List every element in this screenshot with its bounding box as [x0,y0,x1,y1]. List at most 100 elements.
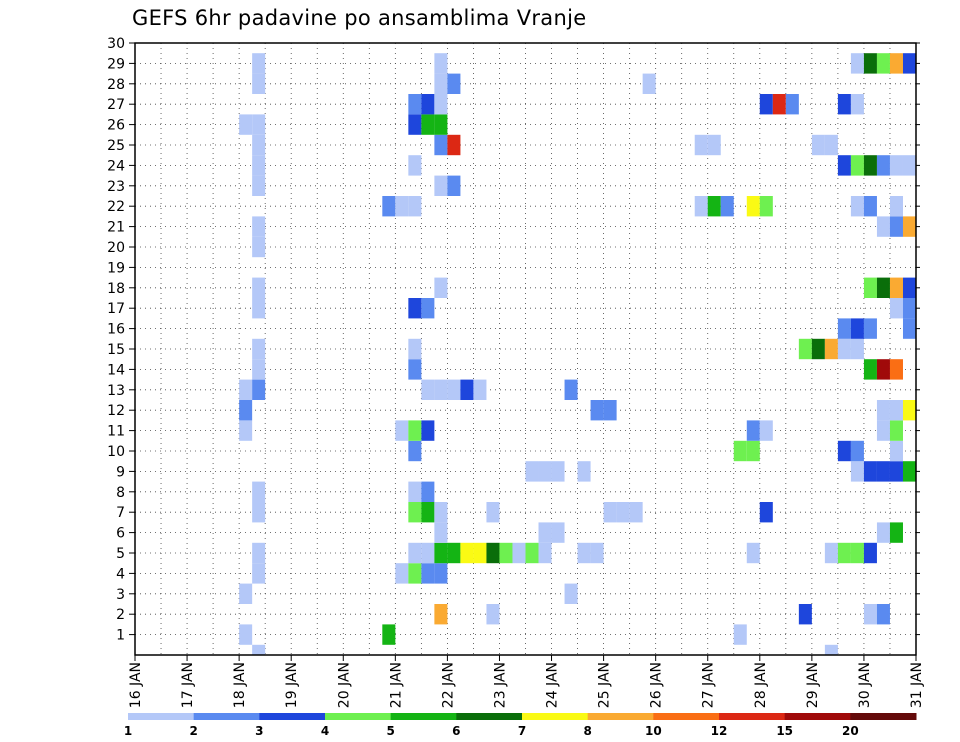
precipitation-cell [252,73,266,94]
precipitation-cell [889,359,903,380]
precipitation-cell [408,440,422,462]
precipitation-cell [603,502,617,523]
precipitation-cell [252,379,266,400]
precipitation-cell [850,440,864,462]
precipitation-cell [902,216,916,237]
colorbar-label: 15 [776,724,793,738]
precipitation-cell [395,563,409,584]
precipitation-cell [434,522,448,543]
x-tick-label: 20 JAN [336,662,352,708]
precipitation-cell [772,94,786,115]
precipitation-cell [811,338,825,360]
precipitation-cell [408,359,422,380]
precipitation-cell [590,542,604,564]
precipitation-cell [434,604,448,625]
precipitation-cell [837,94,851,115]
precipitation-cell [434,542,448,564]
precipitation-cell [252,114,266,135]
colorbar-segment [784,713,851,720]
precipitation-cell [525,542,539,564]
precipitation-cell [252,563,266,584]
precipitation-cell [824,338,838,360]
precipitation-cell [473,379,487,400]
precipitation-cell [486,604,500,625]
y-tick-label: 13 [107,383,125,399]
colorbar-label: 10 [645,724,662,738]
y-tick-label: 28 [107,77,125,93]
precipitation-cell [551,461,565,482]
precipitation-cell [811,134,825,156]
y-tick-label: 30 [107,36,125,52]
precipitation-cell [239,114,253,135]
colorbar-segment [653,713,720,720]
precipitation-cell [434,134,448,156]
y-tick-label: 17 [107,301,125,317]
precipitation-cell [837,338,851,360]
precipitation-cell [889,298,903,319]
x-tick-label: 21 JAN [388,662,404,708]
precipitation-cell [538,542,552,564]
precipitation-cell [889,522,903,543]
precipitation-cell [447,542,461,564]
colorbar-label: 4 [321,724,329,738]
precipitation-cell [408,563,422,584]
precipitation-cell [434,94,448,115]
precipitation-cell [473,542,487,564]
precipitation-cell [863,277,877,298]
y-tick-label: 29 [107,56,125,72]
precipitation-cell [850,542,864,564]
precipitation-cell [395,420,409,441]
y-tick-label: 10 [107,444,125,460]
y-tick-label: 15 [107,342,125,358]
precipitation-cell [239,624,253,645]
precipitation-cell [382,624,396,645]
x-tick-label: 29 JAN [805,662,821,708]
precipitation-cell [434,379,448,400]
precipitation-cell [863,359,877,380]
precipitation-cell [239,400,253,421]
colorbar-segment [456,713,523,720]
precipitation-cell [252,216,266,237]
precipitation-cell [408,420,422,441]
y-tick-label: 22 [107,199,125,215]
precipitation-cell [889,53,903,74]
precipitation-cell [434,175,448,196]
precipitation-cell [863,155,877,176]
precipitation-cell [486,502,500,523]
precipitation-cell [850,338,864,360]
precipitation-cell [876,461,890,482]
precipitation-cell [863,461,877,482]
y-tick-label: 26 [107,118,125,134]
precipitation-cell [759,420,773,441]
precipitation-cell [876,277,890,298]
x-tick-label: 17 JAN [180,662,196,708]
x-tick-label: 19 JAN [284,662,300,708]
precipitation-cell [603,400,617,421]
precipitation-cell [837,542,851,564]
colorbar-segment [128,713,195,720]
precipitation-cell [876,155,890,176]
precipitation-cell [720,196,734,217]
precipitation-cell [434,563,448,584]
precipitation-cell [876,420,890,441]
colorbar-segment [587,713,654,720]
precipitation-cell [889,461,903,482]
precipitation-cell [252,53,266,74]
precipitation-cell [447,73,461,94]
precipitation-cell [824,644,838,655]
precipitation-cell [551,522,565,543]
precipitation-cell [395,196,409,217]
precipitation-cell [252,236,266,258]
precipitation-cell [694,134,708,156]
y-tick-label: 7 [116,505,125,521]
precipitation-cell [863,604,877,625]
precipitation-cell [863,196,877,217]
precipitation-cell [434,277,448,298]
precipitation-cell [837,440,851,462]
precipitation-cell [707,134,721,156]
precipitation-cell [564,379,578,400]
precipitation-cell [408,502,422,523]
precipitation-cell [850,318,864,339]
precipitation-cell [421,379,435,400]
